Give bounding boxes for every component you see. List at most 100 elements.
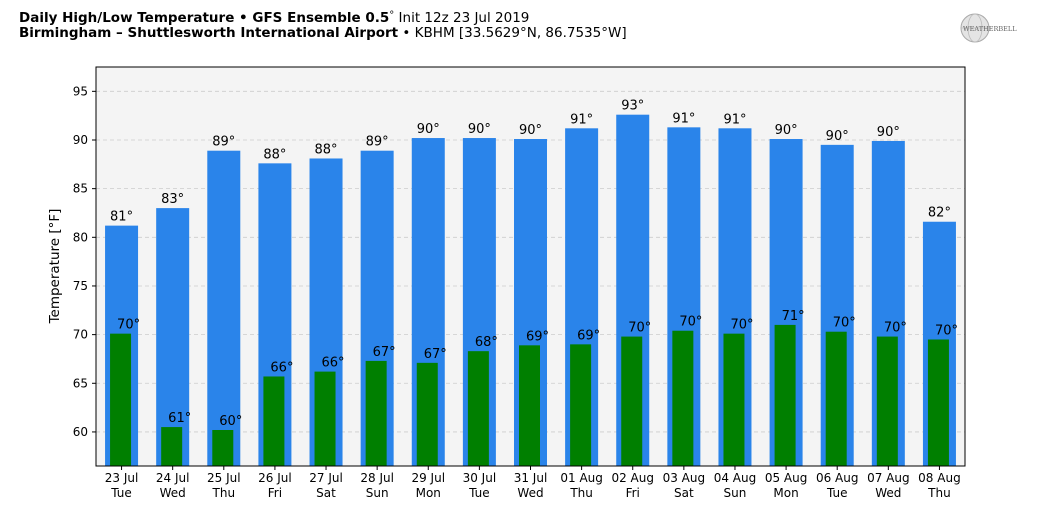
y-tick-label: 85 [73,182,88,196]
x-tick-date: 26 Jul [258,471,292,485]
high-value-label: 88° [263,147,286,162]
high-value-label: 93° [621,99,644,114]
low-bar [876,336,898,466]
x-tick-weekday: Thu [927,486,951,500]
x-tick-date: 30 Jul [463,471,497,485]
x-tick-date: 25 Jul [207,471,241,485]
x-tick-date: 27 Jul [309,471,343,485]
high-value-label: 90° [519,123,542,138]
low-temperature-labels: 70° 61° 60° 66° 66° 67° 67° 68° 69° 69° 70° 70° 70° 7… [117,309,958,429]
high-value-label: 82° [928,206,951,221]
high-bar [207,150,241,466]
location-line: Birmingham – Shuttlesworth International… [19,26,627,41]
x-tick-weekday: Fri [626,486,640,500]
x-tick-weekday: Sat [316,486,336,500]
x-tick-date: 06 Aug [816,471,859,485]
high-value-label: 90° [468,122,491,137]
y-tick-label: 90 [73,133,88,147]
low-value-label: 67° [424,347,447,362]
x-tick-date: 28 Jul [360,471,394,485]
x-tick-weekday: Wed [875,486,901,500]
y-tick-label: 75 [73,279,88,293]
x-tick-date: 23 Jul [105,471,139,485]
x-tick-date: 08 Aug [918,471,961,485]
high-value-label: 81° [110,210,133,225]
low-value-label: 61° [168,411,191,426]
title-degree: ° [389,10,395,21]
title-bold: Daily High/Low Temperature • GFS Ensembl… [19,10,390,26]
low-value-label: 70° [628,321,651,336]
y-tick-label: 80 [73,230,88,244]
x-tick-weekday: Sat [674,486,694,500]
low-bar [212,429,234,466]
x-tick-date: 03 Aug [663,471,706,485]
y-axis-label: Temperature [°F] [47,209,63,325]
x-tick-date: 29 Jul [411,471,445,485]
x-tick-weekday: Tue [110,486,132,500]
y-tick-label: 70 [73,328,88,342]
low-value-label: 67° [373,345,396,360]
y-tick-label: 95 [73,84,88,98]
x-tick-weekday: Wed [517,486,543,500]
x-tick-weekday: Wed [160,486,186,500]
low-value-label: 69° [577,328,600,343]
high-value-label: 91° [570,112,593,127]
high-value-label: 88° [315,142,338,157]
high-value-label: 90° [877,125,900,140]
x-tick-date: 31 Jul [514,471,548,485]
low-value-label: 69° [526,329,549,344]
low-bar [365,360,387,466]
high-value-label: 90° [417,122,440,137]
weatherbell-globe-logo: WEATHERBELL [960,13,1017,43]
low-bar [416,362,438,466]
high-bar [156,208,190,467]
high-value-label: 89° [212,135,235,150]
title-line: Daily High/Low Temperature • GFS Ensembl… [19,8,627,26]
high-value-label: 90° [775,123,798,138]
logo-text: WEATHERBELL [963,25,1017,33]
low-value-label: 70° [730,318,753,333]
x-tick-weekday: Sun [366,486,389,500]
x-tick-weekday: Mon [773,486,798,500]
x-tick-weekday: Mon [416,486,441,500]
x-tick-date: 01 Aug [560,471,603,485]
low-value-label: 60° [219,414,242,429]
low-bar [825,331,847,466]
low-bar [570,344,592,466]
high-value-label: 91° [672,111,695,126]
location-name: Birmingham – Shuttlesworth International… [19,25,399,41]
high-value-label: 90° [826,129,849,144]
y-tick-label: 60 [73,425,88,439]
low-bar [161,427,183,466]
low-value-label: 70° [117,318,140,333]
low-bar [672,330,694,466]
x-tick-date: 05 Aug [765,471,808,485]
low-bar [621,336,643,466]
low-value-label: 70° [679,315,702,330]
low-value-label: 66° [270,360,293,375]
low-value-label: 70° [833,316,856,331]
low-bar [110,333,132,466]
low-bar [723,333,745,466]
low-bar [519,345,540,466]
y-tick-label: 65 [73,376,88,390]
low-value-label: 66° [322,356,345,371]
low-value-label: 70° [884,321,907,336]
x-tick-weekday: Thu [212,486,236,500]
x-tick-weekday: Tue [826,486,848,500]
low-bar [927,339,949,466]
x-tick-date: 02 Aug [611,471,654,485]
y-axis: 60 65 70 75 80 85 90 95 [73,84,96,439]
low-bar [774,324,796,466]
chart-header: Daily High/Low Temperature • GFS Ensembl… [19,8,627,41]
low-bar [314,371,336,466]
low-bar [467,351,489,466]
low-temperature-bars [110,324,949,466]
x-tick-date: 04 Aug [714,471,757,485]
x-tick-weekday: Fri [268,486,282,500]
low-value-label: 68° [475,335,498,350]
low-value-label: 70° [935,323,958,338]
x-tick-weekday: Thu [569,486,593,500]
